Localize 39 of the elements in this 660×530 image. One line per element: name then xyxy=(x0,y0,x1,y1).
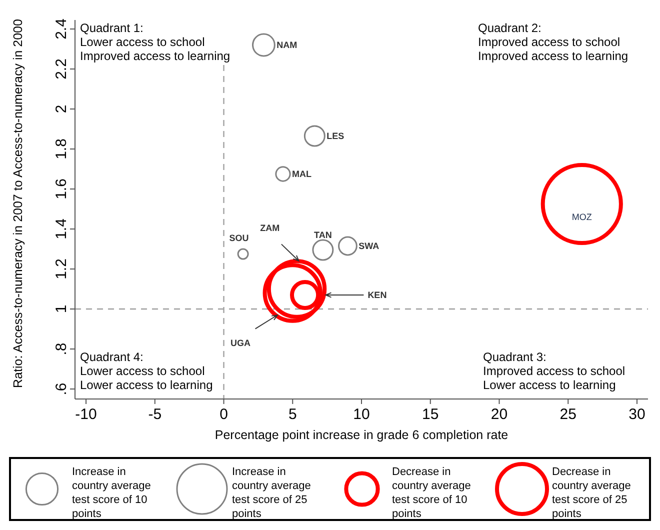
y-tick-label: 2 xyxy=(53,104,70,114)
y-tick-label: 2.2 xyxy=(53,58,70,80)
annotation: UGA xyxy=(230,338,251,348)
legend-label: Decrease in country average test score of 25 points xyxy=(552,466,631,520)
annotation: Quadrant 1: Lower access to school Improved access to learning xyxy=(80,21,230,63)
y-axis-title: Ratio: Access-to-numeracy in 2007 to Access-to-numeracy in 2000 xyxy=(11,18,25,388)
annotation: Quadrant 4: Lower access to school Lower access to learning xyxy=(80,350,213,392)
x-tick-label: 20 xyxy=(490,406,508,423)
annotation: SWA xyxy=(358,241,380,251)
annotation: SOU xyxy=(229,233,249,243)
annotation: Quadrant 2: Improved access to school Improved access to learning xyxy=(478,21,628,63)
annotation: NAM xyxy=(276,40,298,50)
legend-label: Increase in country average test score of 25 points xyxy=(232,466,311,520)
y-tick-label: 2.4 xyxy=(53,18,70,40)
legend-label: Decrease in country average test score of 10 points xyxy=(392,466,471,520)
annotation: ZAM xyxy=(260,223,280,233)
y-tick-label: 1.2 xyxy=(53,258,70,280)
annotation: Quadrant 3: Improved access to school Lower access to learning xyxy=(483,350,626,392)
y-tick-label: 1 xyxy=(53,304,70,314)
x-tick-label: 10 xyxy=(353,406,370,423)
annotation: MAL xyxy=(292,169,312,179)
x-tick-label: -5 xyxy=(148,406,162,423)
annotation: TAN xyxy=(314,230,332,240)
x-tick-label: 30 xyxy=(628,406,646,423)
x-tick-label: -10 xyxy=(75,406,97,423)
y-tick-label: 1.4 xyxy=(53,218,70,240)
x-tick-label: 5 xyxy=(288,406,297,423)
x-tick-label: 15 xyxy=(422,406,439,423)
x-tick-label: 25 xyxy=(560,406,576,423)
y-tick-label: .6 xyxy=(53,382,70,396)
x-axis-title: Percentage point increase in grade 6 completion rate xyxy=(214,428,508,442)
x-tick-label: 0 xyxy=(220,406,228,423)
legend-label: Increase in country average test score of 10 points xyxy=(72,466,151,520)
y-tick-label: 1.8 xyxy=(53,138,70,160)
annotation: LES xyxy=(326,131,344,141)
y-tick-label: .8 xyxy=(53,342,70,356)
annotation: KEN xyxy=(368,290,387,300)
y-tick-label: 1.6 xyxy=(53,178,70,200)
annotation: MOZ xyxy=(572,212,592,222)
